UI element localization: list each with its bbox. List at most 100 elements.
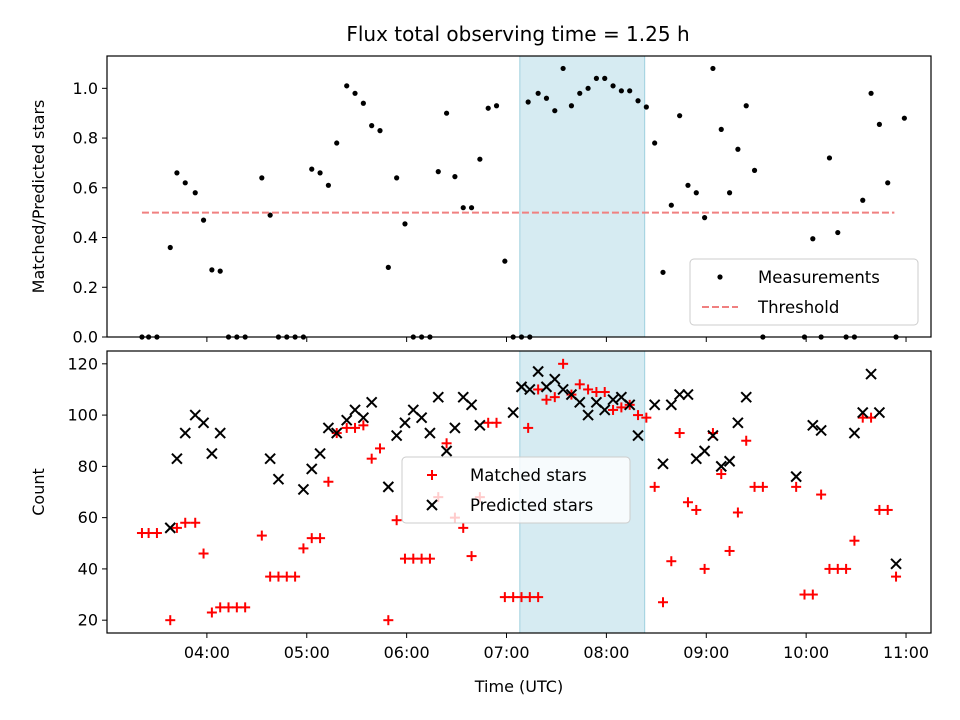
matched-star-marker bbox=[290, 571, 301, 582]
measurement-point bbox=[325, 182, 331, 188]
matched-star-marker bbox=[151, 528, 162, 539]
matched-star-marker bbox=[674, 428, 685, 439]
matched-star-marker bbox=[608, 404, 619, 415]
matched-star-marker bbox=[807, 589, 818, 600]
measurement-point bbox=[901, 115, 907, 121]
measurement-point bbox=[652, 140, 658, 146]
measurement-point bbox=[718, 126, 724, 132]
predicted-star-marker bbox=[607, 394, 619, 406]
marker-stroke bbox=[715, 460, 727, 473]
marker-stroke bbox=[648, 399, 661, 411]
predicted-star-marker bbox=[865, 368, 877, 380]
predicted-star-marker bbox=[474, 419, 486, 432]
predicted-star-marker bbox=[322, 422, 335, 434]
marker-stroke bbox=[665, 399, 678, 411]
measurement-point bbox=[493, 103, 500, 109]
marker-stroke bbox=[179, 427, 191, 439]
marker-stroke bbox=[357, 411, 370, 424]
matched-star-marker bbox=[816, 489, 827, 500]
measurement-point bbox=[385, 264, 391, 270]
y-tick-label: 0.2 bbox=[73, 278, 98, 297]
measurement-point bbox=[677, 113, 683, 119]
measurement-point bbox=[810, 236, 816, 242]
measurement-point bbox=[685, 182, 691, 188]
matched-star-marker bbox=[724, 545, 735, 556]
measurement-point bbox=[627, 88, 633, 94]
predicted-star-marker bbox=[382, 481, 395, 493]
measurement-point bbox=[826, 155, 833, 161]
marker-stroke bbox=[349, 404, 361, 416]
legend-label: Measurements bbox=[758, 268, 880, 287]
matched-star-marker bbox=[657, 597, 668, 608]
predicted-star-marker bbox=[698, 445, 711, 457]
matched-star-marker bbox=[841, 563, 852, 574]
marker-stroke bbox=[465, 399, 478, 411]
measurement-point bbox=[460, 205, 466, 211]
highlight-span bbox=[519, 55, 646, 338]
predicted-star-marker bbox=[524, 383, 536, 396]
matched-star-marker bbox=[491, 417, 502, 428]
marker-stroke bbox=[197, 417, 210, 429]
marker-stroke bbox=[314, 447, 326, 460]
measurement-point bbox=[174, 170, 180, 176]
predicted-star-marker bbox=[415, 411, 428, 424]
predicted-star-marker bbox=[465, 399, 478, 411]
marker-stroke bbox=[272, 473, 285, 485]
measurement-point bbox=[525, 99, 531, 105]
predicted-star-marker bbox=[206, 447, 218, 460]
marker-stroke bbox=[206, 447, 218, 460]
matched-star-marker bbox=[691, 504, 702, 515]
measurement-point bbox=[552, 108, 558, 114]
marker-stroke bbox=[549, 373, 561, 385]
chart-title: Flux total observing time = 1.25 h bbox=[346, 22, 689, 46]
measurement-point bbox=[502, 258, 508, 264]
y-tick-label: 120 bbox=[67, 354, 98, 373]
matched-star-marker bbox=[549, 392, 560, 403]
matched-star-marker bbox=[882, 504, 893, 515]
marker-stroke bbox=[322, 422, 335, 434]
marker-stroke bbox=[707, 429, 719, 442]
marker-stroke bbox=[524, 383, 536, 396]
marker-stroke bbox=[723, 455, 736, 467]
marker-stroke bbox=[632, 429, 644, 442]
measurement-point bbox=[209, 267, 215, 273]
measurement-point bbox=[477, 156, 483, 162]
predicted-star-marker bbox=[682, 388, 694, 401]
matched-star-marker bbox=[757, 481, 768, 492]
x-tick-label: 09:00 bbox=[683, 643, 729, 662]
marker-stroke bbox=[815, 424, 827, 437]
matched-star-marker bbox=[741, 435, 752, 446]
predicted-star-marker bbox=[890, 558, 902, 570]
measurement-point bbox=[710, 65, 716, 72]
measurement-point bbox=[735, 146, 741, 152]
predicted-star-marker bbox=[632, 429, 644, 442]
marker-stroke bbox=[657, 458, 669, 470]
measurement-point bbox=[468, 205, 475, 211]
predicted-star-marker bbox=[657, 458, 669, 470]
predicted-star-marker bbox=[264, 452, 276, 465]
measurement-point bbox=[200, 217, 207, 223]
measurement-point bbox=[535, 90, 541, 96]
marker-stroke bbox=[449, 422, 461, 434]
y-tick-label: 20 bbox=[78, 611, 98, 630]
marker-stroke bbox=[457, 391, 469, 403]
y-axis-label: Count bbox=[29, 468, 48, 516]
predicted-star-marker bbox=[732, 417, 744, 429]
measurement-point bbox=[334, 140, 340, 146]
marker-stroke bbox=[424, 427, 436, 439]
matched-star-marker bbox=[180, 517, 191, 528]
predicted-star-marker bbox=[399, 417, 411, 429]
legend-measurement-swatch bbox=[717, 274, 723, 280]
x-tick-label: 08:00 bbox=[583, 643, 629, 662]
predicted-star-marker bbox=[164, 522, 176, 534]
measurement-point bbox=[602, 75, 608, 81]
predicted-star-marker bbox=[549, 373, 561, 385]
predicted-star-marker bbox=[790, 470, 802, 483]
legend-box bbox=[689, 258, 919, 326]
x-tick-label: 11:00 bbox=[883, 643, 929, 662]
matched-star-marker bbox=[315, 533, 326, 544]
measurement-point bbox=[726, 190, 733, 196]
marker-stroke bbox=[264, 452, 276, 465]
predicted-star-marker bbox=[623, 399, 636, 411]
measurement-point bbox=[485, 105, 491, 111]
